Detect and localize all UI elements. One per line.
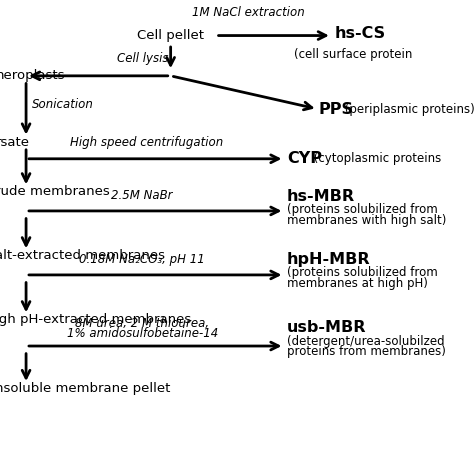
- Text: (cell surface protein: (cell surface protein: [294, 48, 412, 61]
- Text: CYP: CYP: [287, 151, 322, 166]
- Text: rude membranes: rude membranes: [0, 185, 110, 199]
- Text: igh pH-extracted membranes: igh pH-extracted membranes: [0, 313, 191, 327]
- Text: (cytoplasmic proteins: (cytoplasmic proteins: [310, 152, 442, 165]
- Text: (periplasmic proteins): (periplasmic proteins): [341, 102, 474, 116]
- Text: heroplasts: heroplasts: [0, 69, 65, 82]
- Text: hs-MBR: hs-MBR: [287, 189, 355, 204]
- Text: nsoluble membrane pellet: nsoluble membrane pellet: [0, 382, 171, 395]
- Text: Cell lysis: Cell lysis: [117, 53, 168, 65]
- Text: proteins from membranes): proteins from membranes): [287, 345, 446, 358]
- Text: alt-extracted membranes: alt-extracted membranes: [0, 249, 165, 263]
- Text: membranes at high pH): membranes at high pH): [287, 277, 428, 290]
- Text: Sonication: Sonication: [32, 98, 94, 111]
- Text: 1% amidosulfobetaine-14: 1% amidosulfobetaine-14: [66, 327, 218, 340]
- Text: (proteins solubilized from: (proteins solubilized from: [287, 266, 438, 279]
- Text: High speed centrifugation: High speed centrifugation: [70, 137, 224, 149]
- Text: 2.5M NaBr: 2.5M NaBr: [111, 190, 173, 202]
- Text: usb-MBR: usb-MBR: [287, 319, 366, 335]
- Text: (detergent/urea-solubilzed: (detergent/urea-solubilzed: [287, 335, 445, 348]
- Text: hpH-MBR: hpH-MBR: [287, 252, 370, 267]
- Text: membranes with high salt): membranes with high salt): [287, 214, 446, 227]
- Text: PPS: PPS: [319, 101, 354, 117]
- Text: (proteins solubilized from: (proteins solubilized from: [287, 203, 438, 216]
- Text: Cell pellet: Cell pellet: [137, 29, 204, 42]
- Text: 8M urea, 2 M thiourea,: 8M urea, 2 M thiourea,: [75, 318, 209, 330]
- Text: 1M NaCl extraction: 1M NaCl extraction: [192, 6, 305, 19]
- Text: rsate: rsate: [0, 136, 29, 149]
- Text: hs-CS: hs-CS: [334, 26, 385, 41]
- Text: 0.18M Na₂CO₃, pH 11: 0.18M Na₂CO₃, pH 11: [79, 254, 205, 266]
